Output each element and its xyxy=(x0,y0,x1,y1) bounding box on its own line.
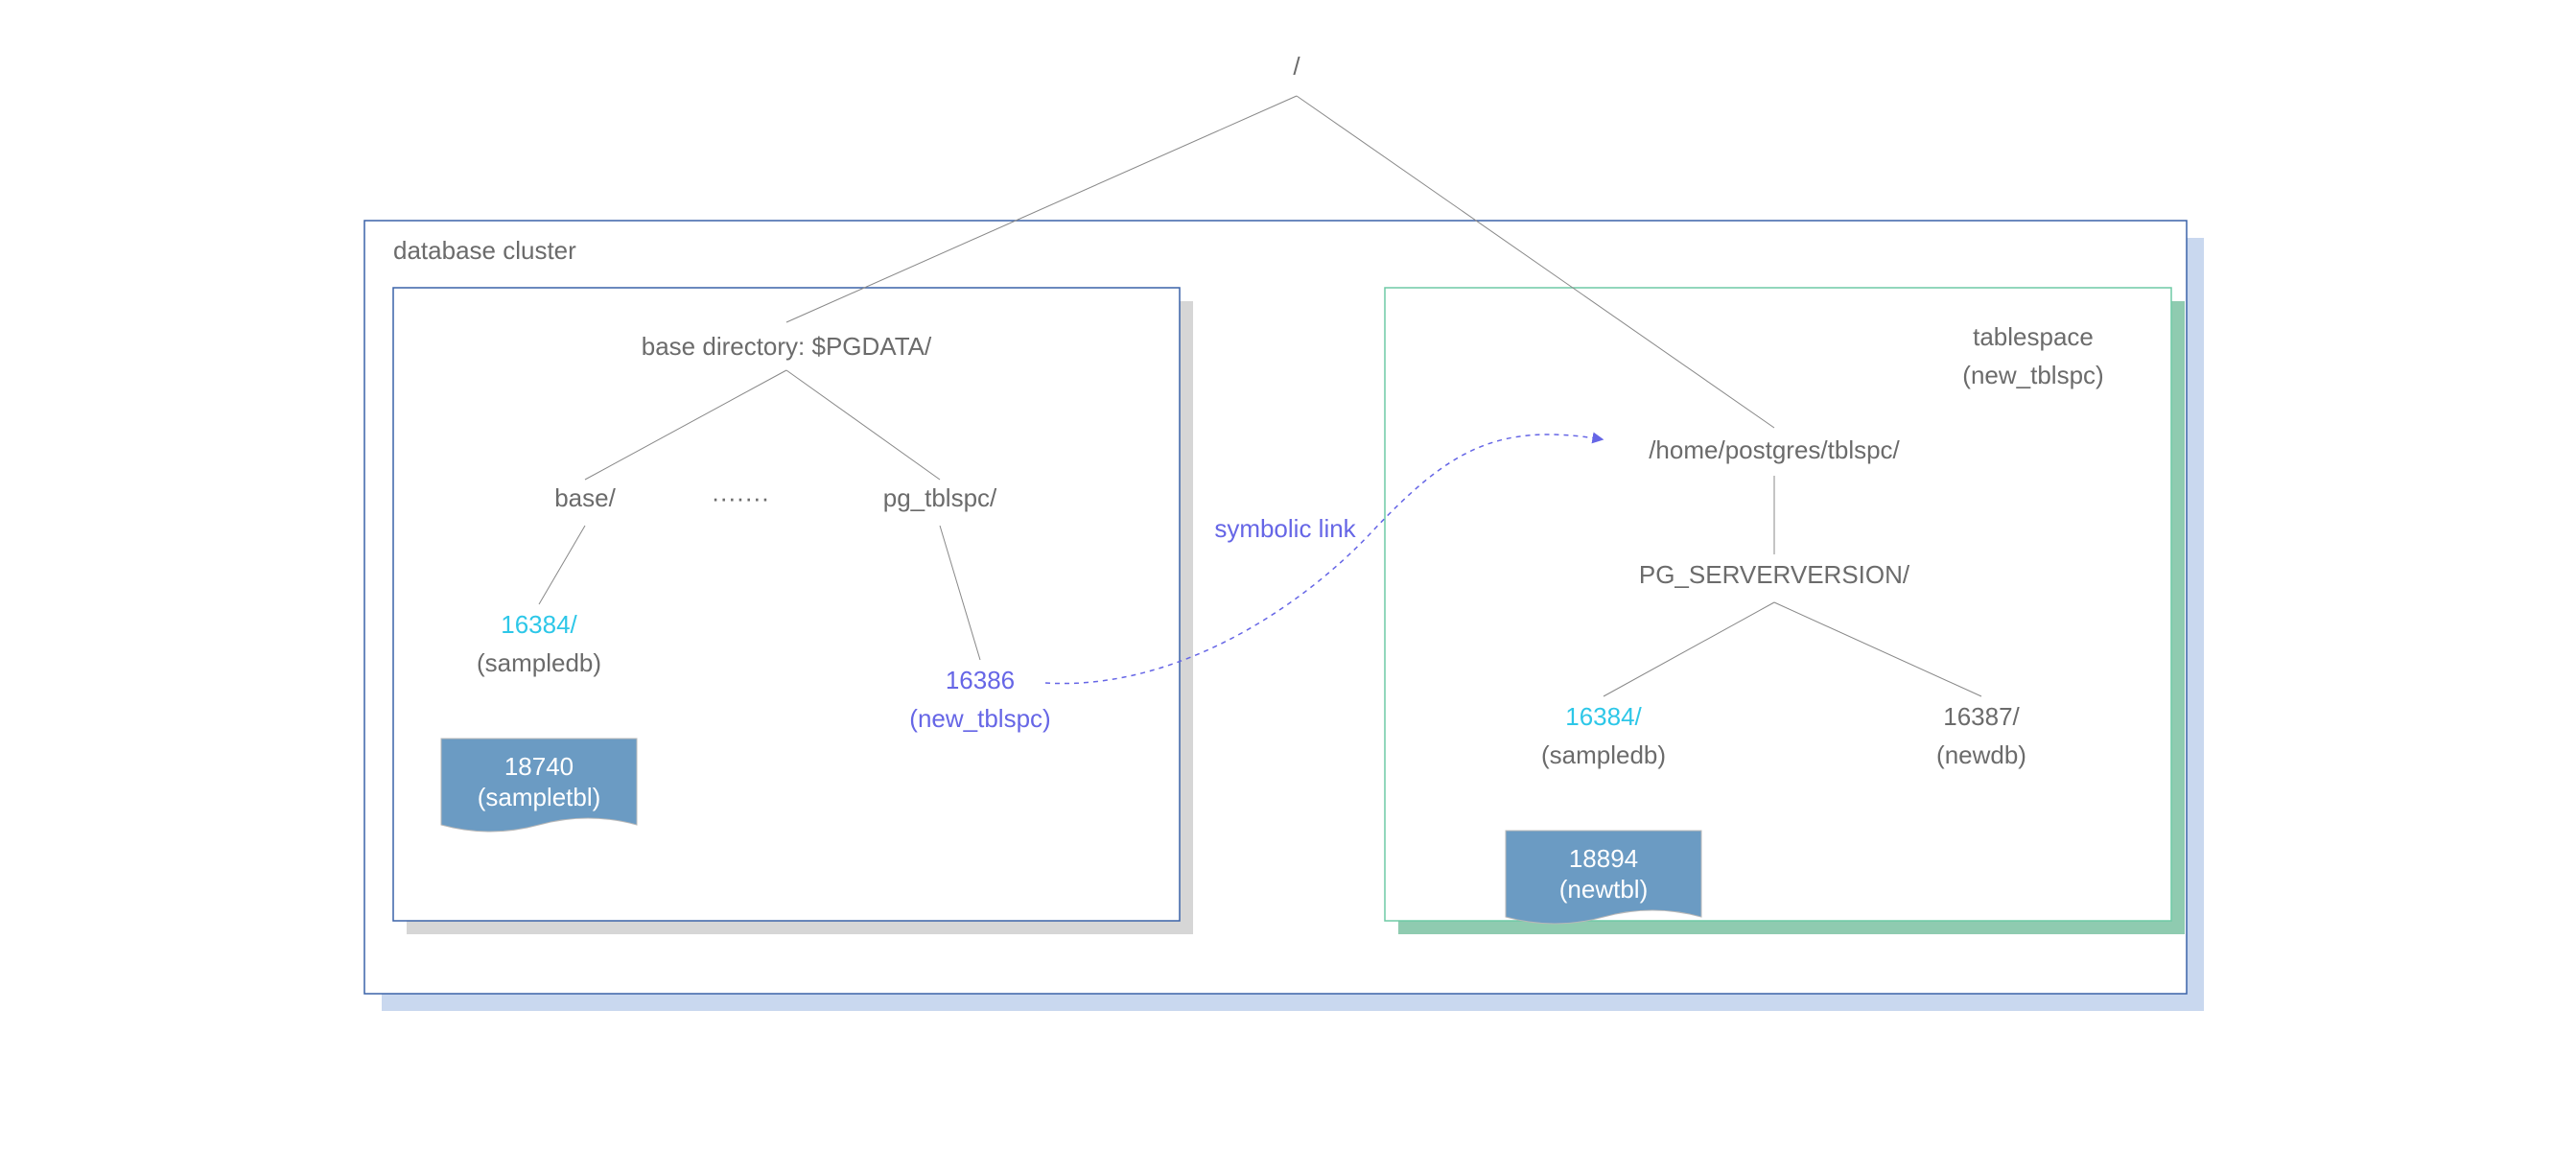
node-link_oid: 16386 xyxy=(946,666,1015,694)
node-newdb_name: (newdb) xyxy=(1936,740,2026,769)
file-name-1: (newtbl) xyxy=(1559,875,1648,904)
node-ts_sampledb_oid: 16384/ xyxy=(1565,702,1642,731)
node-sampledb_oid: 16384/ xyxy=(501,610,577,639)
node-newdb_oid: 16387/ xyxy=(1943,702,2020,731)
node-link_name: (new_tblspc) xyxy=(909,704,1050,733)
file-oid-0: 18740 xyxy=(504,752,574,781)
cluster-label: database cluster xyxy=(393,236,576,265)
node-dots: ······· xyxy=(712,483,770,512)
base-dir-label: base directory: $PGDATA/ xyxy=(642,332,932,361)
node-ts_sampledb_name: (sampledb) xyxy=(1541,740,1666,769)
tablespace-diagram: database cluster base directory: $PGDATA/… xyxy=(0,0,2576,1151)
node-pgtblspc: pg_tblspc/ xyxy=(883,483,997,512)
file-name-0: (sampletbl) xyxy=(478,783,601,811)
tablespace-subtitle: (new_tblspc) xyxy=(1962,361,2103,389)
node-sampledb_name: (sampledb) xyxy=(477,648,601,677)
symbolic-link-label: symbolic link xyxy=(1214,514,1356,543)
node-pgver: PG_SERVERVERSION/ xyxy=(1639,560,1910,589)
root-node: / xyxy=(1293,52,1300,81)
node-home: /home/postgres/tblspc/ xyxy=(1649,435,1900,464)
node-base: base/ xyxy=(554,483,616,512)
file-oid-1: 18894 xyxy=(1569,844,1638,873)
tablespace-title: tablespace xyxy=(1973,322,2094,351)
